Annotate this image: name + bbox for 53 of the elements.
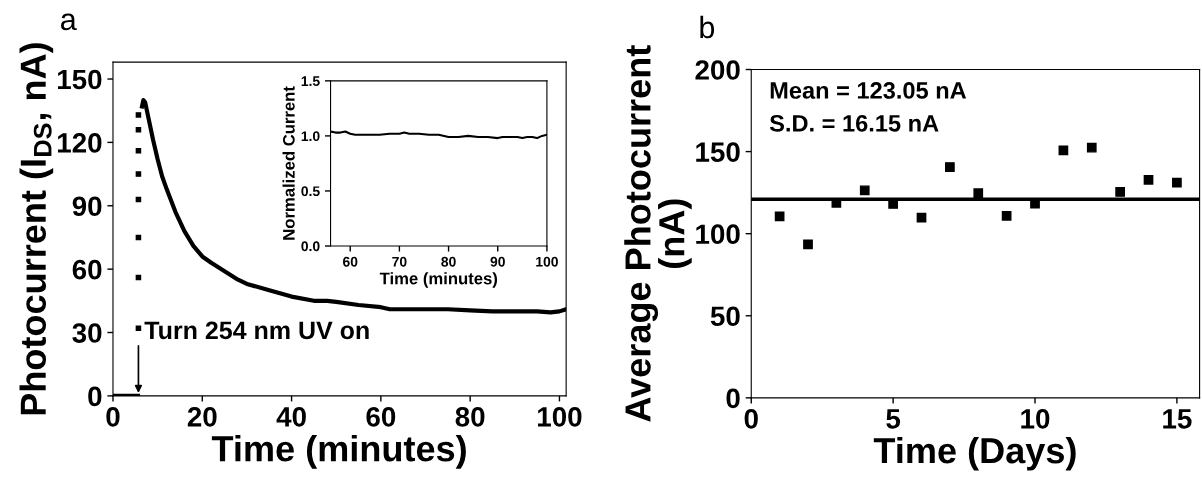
annotation: Mean = 123.05 nA — [770, 82, 967, 99]
y-tick-label: 0 — [88, 386, 102, 407]
x-tick-label: 90 — [490, 256, 505, 267]
point — [135, 171, 142, 177]
point — [859, 185, 870, 196]
annotation: Turn 254 nm UV on — [144, 321, 369, 340]
point — [1086, 142, 1097, 153]
y-tick-label: 200 — [695, 60, 740, 80]
point — [135, 112, 142, 118]
y-axis-title: Photocurrent (I$_{DS}$, nA) — [19, 43, 54, 415]
y-tick-label: 0.5 — [301, 186, 320, 197]
annotation: S.D. = 16.15 nA — [769, 114, 939, 132]
point — [1115, 187, 1126, 197]
x-axis-title: Time (Days) — [873, 436, 1076, 471]
x-tick-label: 40 — [276, 407, 306, 427]
x-tick-label: 0 — [106, 407, 120, 427]
y-tick-label: 30 — [72, 323, 102, 343]
y-tick-label: 1.5 — [301, 76, 320, 87]
y-axis-title: Average Photocurrent (nA) — [624, 45, 692, 422]
x-tick-label: 100 — [536, 256, 558, 267]
y-tick-label: 150 — [696, 142, 740, 162]
x-tick-label: 80 — [455, 407, 485, 427]
x-tick-label: 10 — [1021, 409, 1050, 429]
y-tick-label: 1.0 — [301, 131, 320, 142]
y-tick-label: 0 — [726, 388, 740, 409]
point — [945, 162, 955, 172]
x-tick-label: 70 — [392, 256, 407, 267]
point — [1172, 177, 1182, 188]
y-tick-label: 90 — [72, 196, 102, 217]
y-tick-label: 50 — [710, 306, 740, 327]
point — [1143, 174, 1154, 185]
x-axis-title: Time (minutes) — [211, 434, 466, 469]
y-tick-label: 120 — [57, 133, 102, 153]
y-tick-label: 150 — [57, 69, 102, 90]
x-tick-label: 5 — [886, 409, 901, 429]
x-tick-label: 15 — [1163, 409, 1192, 429]
chart-title: b — [700, 15, 715, 39]
x-tick-label: 80 — [441, 256, 456, 267]
x-tick-label: 20 — [187, 407, 217, 427]
x-tick-label: 60 — [366, 407, 396, 427]
x-axis-title: Time (minutes) — [379, 272, 498, 288]
x-tick-label: 0 — [744, 409, 758, 429]
y-tick-label: 100 — [696, 224, 740, 245]
x-tick-label: 60 — [343, 256, 358, 267]
chart-title: a — [61, 13, 77, 31]
x-tick-label: 100 — [538, 407, 582, 427]
y-tick-label: 0.0 — [301, 241, 320, 252]
point — [1001, 211, 1012, 221]
point — [1058, 145, 1069, 156]
point — [973, 188, 984, 198]
y-axis-title: Normalized Current — [282, 86, 295, 240]
point — [135, 148, 142, 154]
point — [803, 239, 813, 250]
